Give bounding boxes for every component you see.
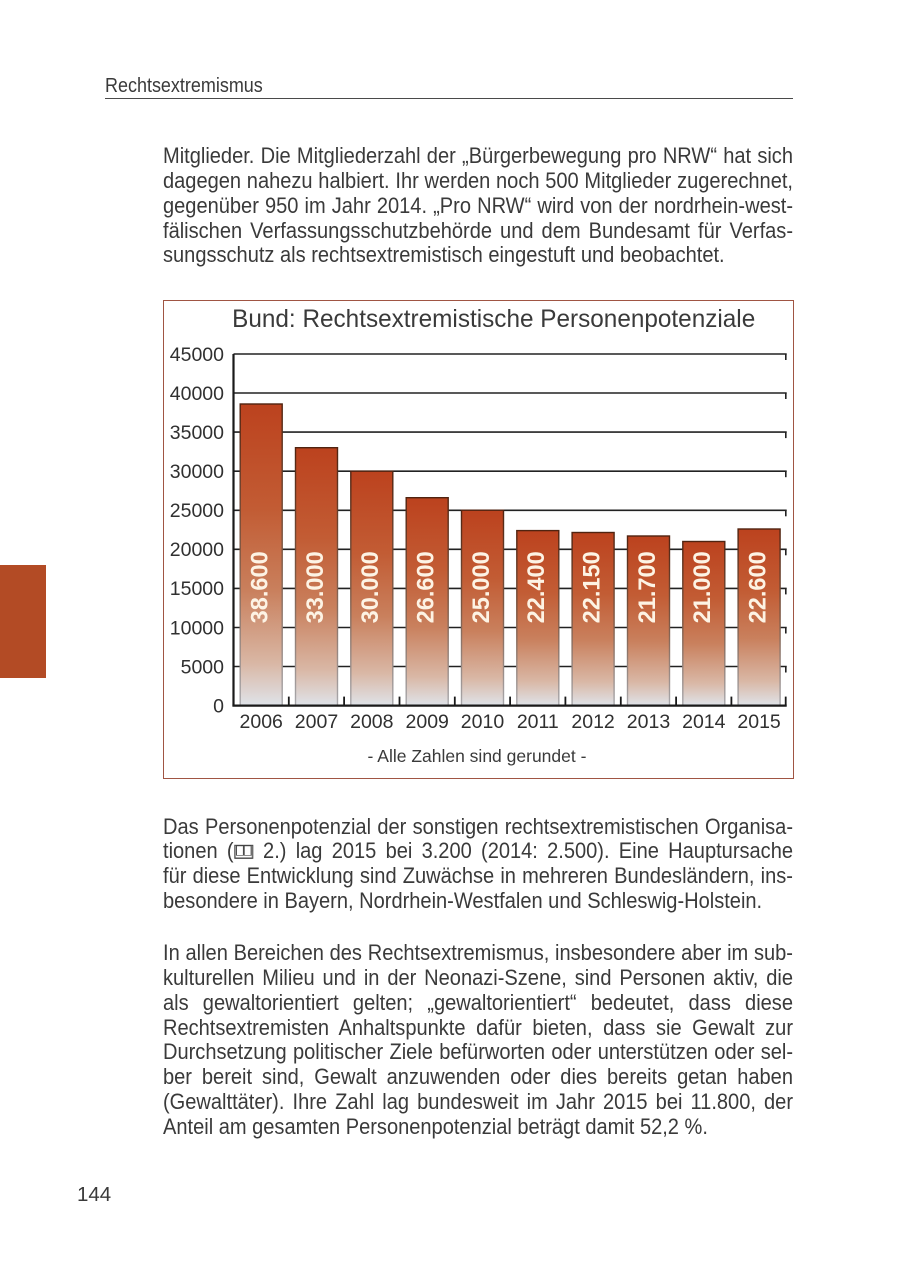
svg-text:2011: 2011	[516, 711, 558, 733]
svg-text:0: 0	[213, 695, 224, 717]
svg-text:30.000: 30.000	[358, 551, 384, 623]
svg-text:10000: 10000	[169, 617, 223, 639]
svg-text:45000: 45000	[169, 343, 223, 365]
svg-text:2015: 2015	[737, 711, 781, 733]
svg-text:2012: 2012	[571, 711, 614, 733]
svg-text:2008: 2008	[350, 711, 393, 733]
svg-text:30000: 30000	[169, 461, 223, 483]
svg-text:22.400: 22.400	[524, 551, 550, 623]
svg-text:- Alle Zahlen sind gerundet -: - Alle Zahlen sind gerundet -	[367, 746, 586, 766]
svg-text:25000: 25000	[169, 500, 223, 522]
svg-text:2010: 2010	[460, 711, 504, 733]
svg-text:2013: 2013	[626, 711, 669, 733]
svg-text:40000: 40000	[169, 382, 223, 404]
svg-text:22.150: 22.150	[579, 551, 605, 623]
svg-text:38.600: 38.600	[247, 551, 273, 623]
svg-text:22.600: 22.600	[745, 551, 771, 623]
svg-text:2009: 2009	[405, 711, 448, 733]
svg-text:Bund: Rechtsextremistische Per: Bund: Rechtsextremistische Personenpoten…	[232, 305, 755, 332]
svg-text:33.000: 33.000	[302, 551, 328, 623]
svg-text:35000: 35000	[169, 421, 223, 443]
svg-text:20000: 20000	[169, 539, 223, 561]
svg-text:21.000: 21.000	[690, 551, 716, 623]
svg-text:5000: 5000	[180, 656, 224, 678]
svg-text:26.600: 26.600	[413, 551, 439, 623]
svg-text:21.700: 21.700	[634, 551, 660, 623]
svg-text:15000: 15000	[169, 578, 223, 600]
svg-text:2006: 2006	[239, 711, 282, 733]
svg-text:2007: 2007	[294, 711, 337, 733]
svg-text:25.000: 25.000	[468, 551, 494, 623]
svg-text:2014: 2014	[682, 711, 726, 733]
